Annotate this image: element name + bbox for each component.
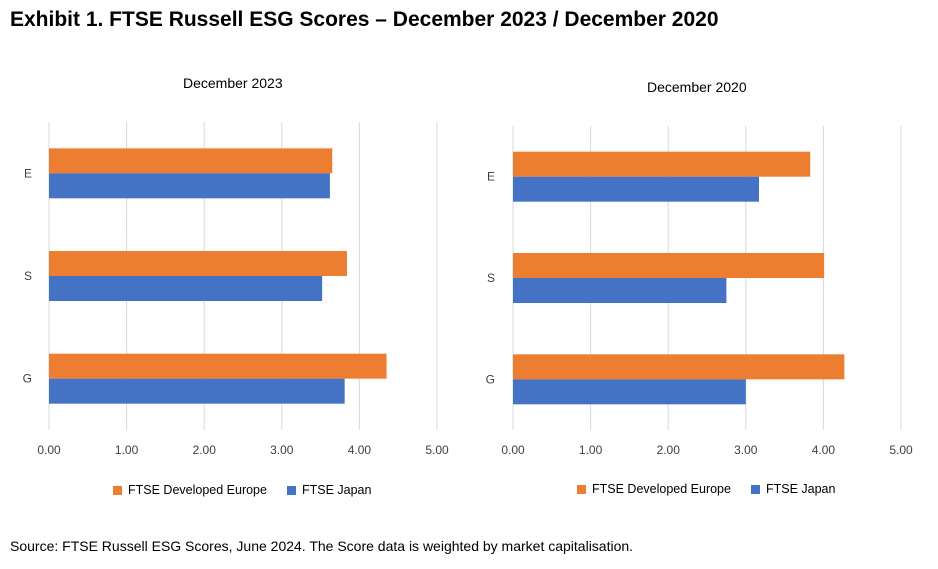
legend-swatch-europe: [113, 485, 122, 495]
x-tick-label: 2.00: [657, 443, 681, 457]
legend-item-japan: FTSE Japan: [750, 482, 836, 496]
legend-item-europe: FTSE Developed Europe: [113, 483, 267, 497]
chart-title: December 2020: [647, 79, 747, 95]
x-tick-label: 0.00: [37, 443, 61, 457]
y-category-label: E: [487, 170, 495, 184]
legend-label-europe: FTSE Developed Europe: [592, 482, 731, 496]
chart-december-2023: December 2023 0.00 1.00 2.00 3.00 4.00 5.00 E S…: [0, 60, 460, 510]
bar-e-europe: [513, 151, 811, 177]
x-tick-label: 5.00: [425, 443, 449, 457]
x-tick-label: 3.00: [734, 443, 758, 457]
y-category-label: G: [23, 372, 32, 386]
y-category-label: E: [24, 166, 32, 180]
chart-plot: 0.00 1.00 2.00 3.00 4.00 5.00 E S G: [486, 126, 913, 457]
bar-e-europe: [49, 148, 333, 174]
x-tick-label: 1.00: [115, 443, 139, 457]
x-tick-label: 0.00: [501, 443, 525, 457]
x-tick-label: 4.00: [812, 443, 836, 457]
bar-s-europe: [49, 251, 347, 276]
legend-swatch-europe: [577, 484, 586, 494]
bar-s-europe: [513, 253, 825, 278]
chart-plot: 0.00 1.00 2.00 3.00 4.00 5.00 E S G: [23, 122, 449, 457]
y-category-label: S: [24, 269, 32, 283]
y-category-label: S: [487, 271, 495, 285]
legend-item-japan: FTSE Japan: [286, 483, 372, 497]
source-note: Source: FTSE Russell ESG Scores, June 20…: [10, 538, 634, 554]
legend-label-japan: FTSE Japan: [301, 483, 372, 497]
bar-g-europe: [49, 353, 387, 379]
bar-g-japan: [49, 378, 345, 404]
bar-g-japan: [513, 379, 746, 405]
y-category-label: G: [486, 372, 495, 386]
bar-e-japan: [513, 176, 759, 202]
x-tick-label: 4.00: [348, 443, 372, 457]
bar-s-japan: [49, 276, 323, 301]
x-tick-label: 1.00: [579, 443, 603, 457]
bar-g-europe: [513, 354, 845, 380]
bar-e-japan: [49, 173, 330, 199]
x-tick-label: 3.00: [270, 443, 294, 457]
exhibit-title: Exhibit 1. FTSE Russell ESG Scores – Dec…: [10, 8, 719, 31]
legend-swatch-japan: [750, 484, 760, 494]
chart-december-2020: December 2020 0.00 1.00 2.00 3.00 4.00 5.00 E S…: [465, 60, 925, 510]
legend: FTSE Developed Europe FTSE Japan: [577, 482, 855, 496]
legend: FTSE Developed Europe FTSE Japan: [113, 483, 391, 497]
legend-label-japan: FTSE Japan: [765, 482, 836, 496]
chart-title: December 2023: [183, 75, 283, 91]
bar-s-japan: [513, 278, 727, 303]
legend-label-europe: FTSE Developed Europe: [128, 483, 267, 497]
x-tick-label: 2.00: [193, 443, 217, 457]
x-tick-label: 5.00: [889, 443, 913, 457]
legend-swatch-japan: [286, 485, 296, 495]
legend-item-europe: FTSE Developed Europe: [577, 482, 731, 496]
